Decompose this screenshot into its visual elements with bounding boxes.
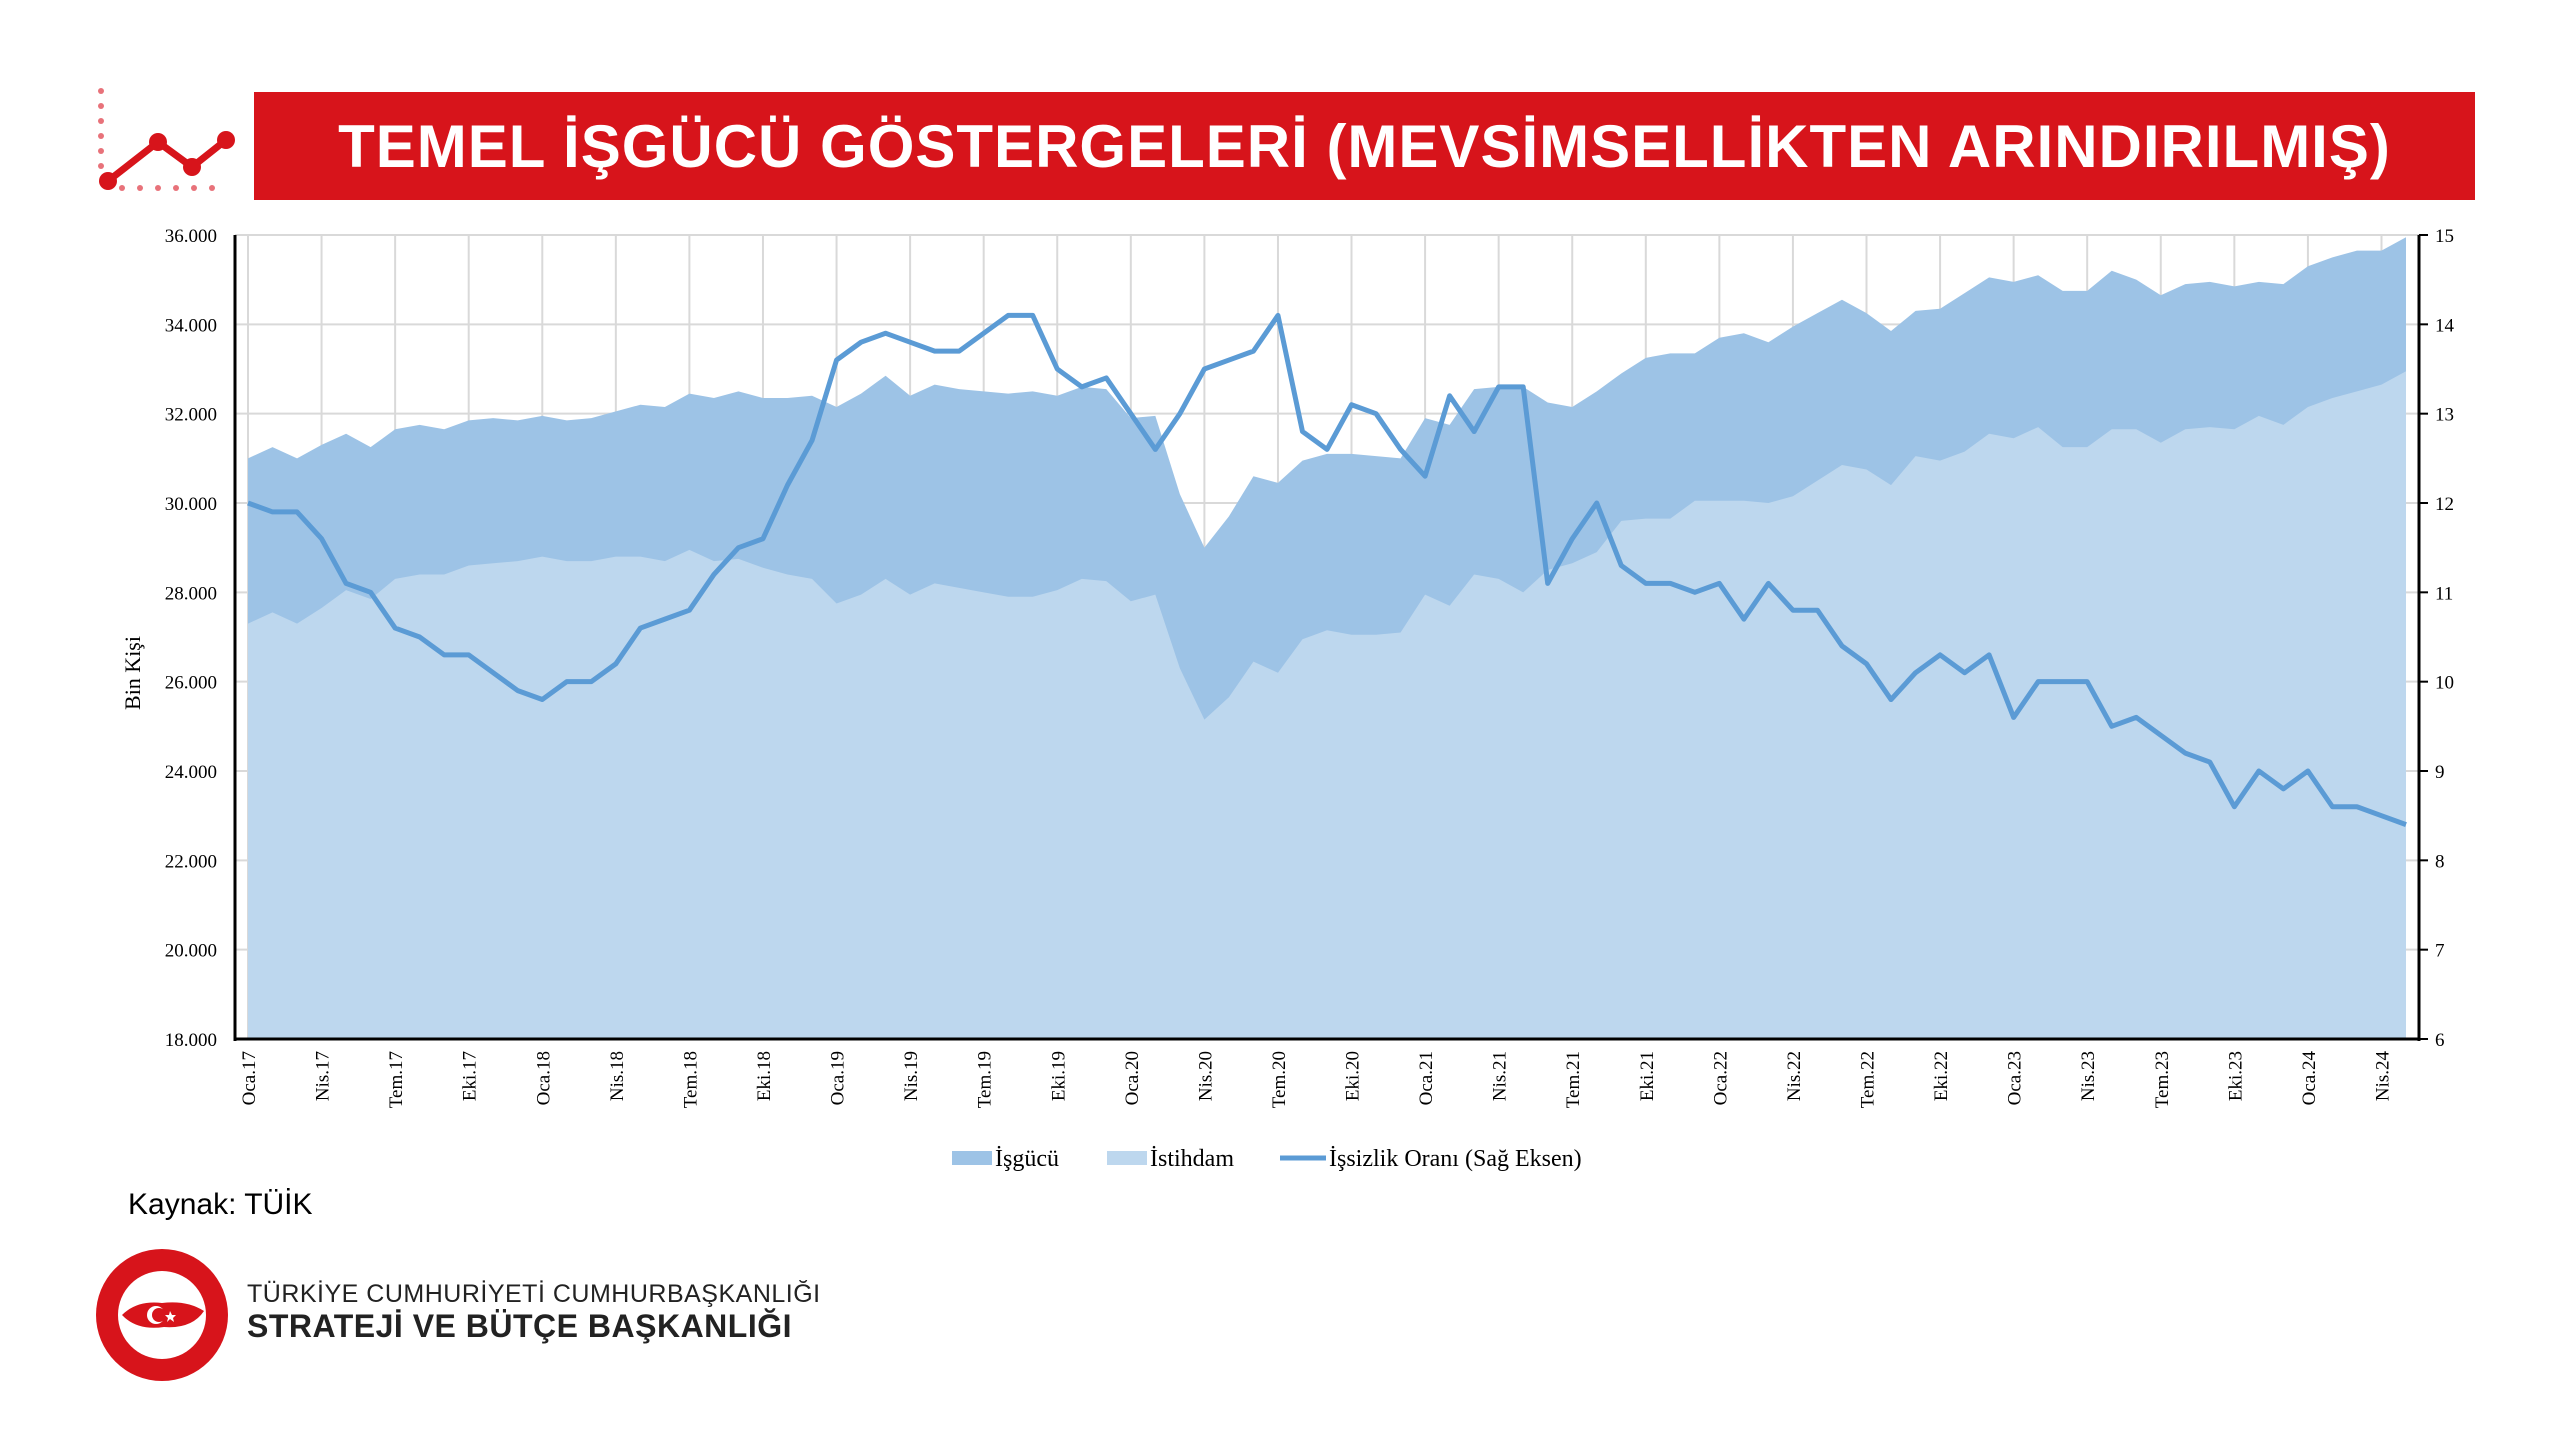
legend-label: İşgücü: [995, 1146, 1059, 1172]
y2-tick-label: 14: [2435, 315, 2455, 336]
x-tick-label: Oca.17: [239, 1051, 260, 1105]
y2-tick-label: 10: [2435, 673, 2454, 694]
page-title: TEMEL İŞGÜCÜ GÖSTERGELERİ (MEVSİMSELLİKT…: [338, 112, 2391, 180]
org-name-line1: TÜRKİYE CUMHURİYETİ CUMHURBAŞKANLIĞI: [247, 1280, 821, 1308]
y-tick-label: 20.000: [165, 941, 217, 962]
chart-trend-icon: [98, 88, 235, 191]
y2-tick-label: 13: [2435, 405, 2454, 426]
x-tick-label: Nis.21: [1490, 1051, 1511, 1101]
y2-tick-label: 8: [2435, 851, 2445, 872]
x-tick-label: Tem.20: [1269, 1051, 1290, 1108]
legend-swatch: [1107, 1151, 1147, 1165]
x-tick-label: Eki.20: [1343, 1051, 1364, 1101]
y2-tick-label: 7: [2435, 941, 2445, 962]
x-tick-label: Oca.18: [533, 1051, 554, 1105]
y2-tick-label: 6: [2435, 1030, 2445, 1051]
x-tick-label: Oca.21: [1416, 1051, 1437, 1105]
x-tick-label: Tem.22: [1858, 1051, 1879, 1108]
x-tick-label: Oca.19: [828, 1051, 849, 1105]
y-tick-label: 26.000: [165, 673, 217, 694]
y2-tick-label: 11: [2435, 583, 2453, 604]
y-tick-label: 32.000: [165, 405, 217, 426]
x-tick-label: Tem.18: [680, 1051, 701, 1108]
x-tick-label: Oca.23: [2005, 1051, 2026, 1105]
y-tick-label: 24.000: [165, 762, 217, 783]
legend-label: İstihdam: [1150, 1146, 1234, 1172]
y-axis-label: Bin Kişi: [120, 636, 145, 710]
y-tick-label: 30.000: [165, 494, 217, 515]
title-banner: TEMEL İŞGÜCÜ GÖSTERGELERİ (MEVSİMSELLİKT…: [254, 92, 2475, 200]
legend-swatch: [952, 1151, 992, 1165]
x-tick-label: Tem.19: [975, 1051, 996, 1108]
x-tick-label: Tem.23: [2152, 1051, 2173, 1108]
line-unemployment-rate: [247, 312, 2407, 827]
sbb-seal-logo: [96, 1249, 228, 1381]
x-tick-label: Eki.17: [460, 1051, 481, 1101]
x-tick-label: Tem.21: [1563, 1051, 1584, 1108]
x-tick-label: Nis.23: [2078, 1051, 2099, 1101]
x-tick-label: Eki.22: [1931, 1051, 1952, 1101]
legend-label: İşsizlik Oranı (Sağ Eksen): [1329, 1146, 1582, 1172]
x-tick-label: Oca.20: [1122, 1051, 1143, 1105]
source-note: Kaynak: TÜİK: [128, 1188, 313, 1221]
y-tick-label: 34.000: [165, 315, 217, 336]
org-name-line2: STRATEJİ VE BÜTÇE BAŞKANLIĞI: [247, 1308, 792, 1344]
y-tick-label: 28.000: [165, 583, 217, 604]
x-tick-label: Tem.17: [386, 1051, 407, 1108]
legend: İşgücü İstihdam İşsizlik Oranı (Sağ Eksen): [952, 1146, 1582, 1172]
x-tick-label: Eki.18: [754, 1051, 775, 1101]
y2-tick-label: 9: [2435, 762, 2445, 783]
x-tick-label: Oca.22: [1710, 1051, 1731, 1105]
y2-tick-label: 12: [2435, 494, 2454, 515]
x-tick-label: Nis.22: [1784, 1051, 1805, 1101]
y-tick-label: 36.000: [165, 226, 217, 247]
x-tick-label: Nis.20: [1195, 1051, 1216, 1101]
y-tick-label: 18.000: [165, 1030, 217, 1051]
y-tick-label: 22.000: [165, 851, 217, 872]
x-tick-label: Eki.19: [1048, 1051, 1069, 1101]
x-tick-label: Oca.24: [2299, 1051, 2320, 1106]
x-tick-label: Nis.24: [2372, 1051, 2393, 1102]
x-tick-label: Eki.21: [1637, 1051, 1658, 1101]
x-tick-label: Eki.23: [2225, 1051, 2246, 1101]
area-employment: [248, 371, 2406, 1039]
x-tick-label: Nis.17: [313, 1051, 334, 1101]
y2-tick-label: 15: [2435, 226, 2454, 247]
x-tick-label: Nis.18: [607, 1051, 628, 1101]
x-tick-label: Nis.19: [901, 1051, 922, 1101]
